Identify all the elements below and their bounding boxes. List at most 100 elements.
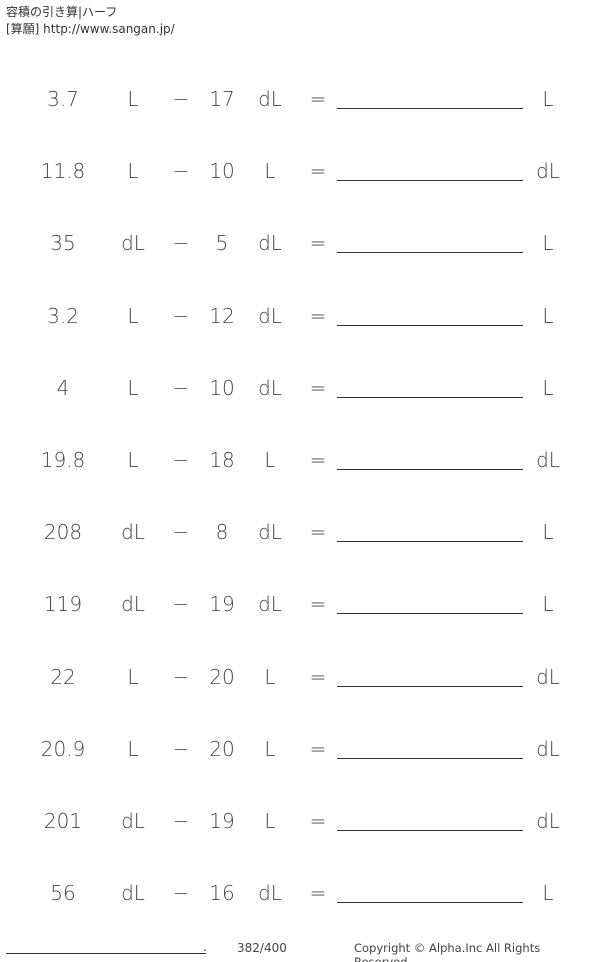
equals-sign: = (309, 87, 327, 111)
unit-a: dL (121, 520, 145, 545)
answer-blank[interactable] (337, 902, 523, 904)
operand-b: 20 (209, 664, 235, 689)
answer-unit: L (542, 87, 554, 111)
answer-unit: dL (536, 159, 560, 184)
page-number: 382/400 (237, 941, 287, 955)
answer-unit: dL (536, 448, 560, 472)
operand-b: 18 (209, 448, 235, 472)
operand-a: 3.2 (47, 303, 79, 328)
problem-row: 35 dL −5 dL = L (0, 228, 600, 258)
operand-b: 20 (209, 736, 235, 761)
answer-unit: dL (536, 664, 560, 689)
operand-a: 19.8 (40, 448, 86, 472)
answer-blank[interactable] (337, 757, 523, 759)
answer-blank[interactable] (337, 469, 523, 470)
answer-blank[interactable] (337, 396, 523, 398)
minus-sign: − (172, 592, 190, 617)
answer-unit: L (542, 881, 554, 906)
answer-blank[interactable] (337, 180, 523, 182)
operand-b: 10 (209, 159, 235, 184)
operand-a: 22 (50, 664, 76, 689)
unit-b: L (264, 809, 276, 833)
answer-unit: L (542, 375, 554, 400)
name-line (6, 953, 206, 954)
answer-blank[interactable] (337, 541, 523, 543)
unit-b: L (264, 664, 276, 689)
minus-sign: − (172, 520, 190, 545)
operand-a: 208 (43, 520, 83, 545)
equals-sign: = (309, 159, 327, 184)
footer-dot: . (203, 940, 207, 954)
answer-blank[interactable] (337, 830, 523, 831)
operand-b: 19 (209, 592, 235, 617)
unit-a: L (127, 736, 139, 761)
unit-a: dL (121, 881, 145, 906)
worksheet-title: 容積の引き算|ハーフ (6, 5, 118, 19)
problem-row: 119 dL −19 dL = L (0, 589, 600, 619)
minus-sign: − (172, 303, 190, 328)
answer-blank[interactable] (337, 685, 523, 687)
operand-a: 4 (56, 375, 70, 400)
operand-a: 3.7 (47, 87, 79, 111)
equals-sign: = (309, 736, 327, 761)
unit-b: dL (258, 592, 282, 617)
equals-sign: = (309, 592, 327, 617)
copyright: Copyright © Alpha.Inc All Rights Reserve… (354, 941, 541, 962)
unit-a: L (127, 375, 139, 400)
minus-sign: − (172, 159, 190, 184)
unit-b: L (264, 736, 276, 761)
answer-blank[interactable] (337, 108, 523, 109)
minus-sign: − (172, 736, 190, 761)
operand-a: 35 (50, 231, 76, 256)
operand-a: 11.8 (40, 159, 86, 184)
minus-sign: − (172, 87, 190, 111)
answer-blank[interactable] (337, 613, 523, 615)
operand-b: 16 (209, 881, 235, 906)
unit-a: L (127, 664, 139, 689)
problem-row: 20.9 L −20 L = dL (0, 734, 600, 764)
operand-b: 10 (209, 375, 235, 400)
answer-unit: dL (536, 736, 560, 761)
problem-row: 22 L −20 L = dL (0, 662, 600, 692)
operand-b: 12 (209, 303, 235, 328)
unit-b: dL (258, 87, 282, 111)
minus-sign: − (172, 809, 190, 833)
answer-blank[interactable] (337, 252, 523, 254)
equals-sign: = (309, 809, 327, 833)
equals-sign: = (309, 303, 327, 328)
operand-b: 8 (215, 520, 229, 545)
operand-a: 201 (43, 809, 83, 833)
unit-b: dL (258, 520, 282, 545)
operand-a: 56 (50, 881, 76, 906)
operand-b: 17 (209, 87, 235, 111)
problem-row: 3.7 L −17 dL = L (0, 84, 600, 114)
operand-b: 5 (215, 231, 229, 256)
unit-b: L (264, 448, 276, 472)
unit-a: dL (121, 809, 145, 833)
unit-a: dL (121, 592, 145, 617)
answer-unit: dL (536, 809, 560, 833)
unit-b: dL (258, 303, 282, 328)
equals-sign: = (309, 520, 327, 545)
unit-b: L (264, 159, 276, 184)
unit-a: L (127, 159, 139, 184)
equals-sign: = (309, 231, 327, 256)
problem-row: 4 L −10 dL = L (0, 373, 600, 403)
answer-unit: L (542, 303, 554, 328)
problem-row: 19.8 L −18 L = dL (0, 445, 600, 475)
answer-blank[interactable] (337, 324, 523, 326)
operand-a: 20.9 (40, 736, 86, 761)
operand-b: 19 (209, 809, 235, 833)
minus-sign: − (172, 664, 190, 689)
problem-row: 201 dL −19 L = dL (0, 806, 600, 836)
answer-unit: L (542, 520, 554, 545)
problem-row: 56 dL −16 dL = L (0, 878, 600, 908)
answer-unit: L (542, 231, 554, 256)
unit-a: L (127, 87, 139, 111)
equals-sign: = (309, 448, 327, 472)
minus-sign: − (172, 375, 190, 400)
problem-row: 11.8 L −10 L = dL (0, 156, 600, 186)
site-link[interactable]: [算願] http://www.sangan.jp/ (6, 22, 175, 36)
unit-b: dL (258, 375, 282, 400)
